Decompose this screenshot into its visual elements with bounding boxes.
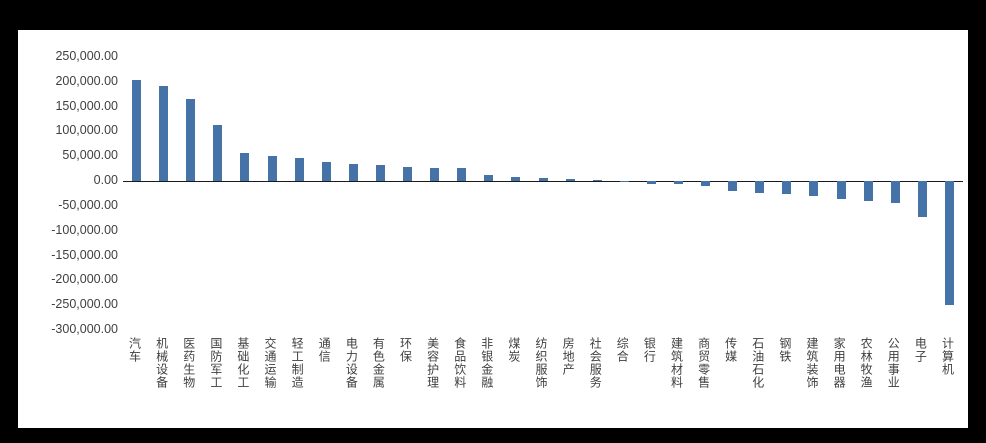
bar [890,181,900,203]
y-axis-tick-label: 250,000.00 [55,49,118,63]
category-label: 银行 [642,337,657,363]
category-label: 非银金融 [479,337,494,389]
category-label: 国防军工 [208,337,223,389]
bar [348,163,358,182]
bar [267,156,277,182]
category-label: 轻工制造 [290,337,305,389]
y-axis-tick-label: 50,000.00 [62,148,118,163]
bar [701,181,711,187]
y-axis-tick-label: -200,000.00 [51,272,118,287]
y-axis-tick-label: -100,000.00 [51,222,118,237]
y-axis-tick-label: -300,000.00 [51,322,118,336]
category-label: 环保 [398,337,413,363]
bar [592,180,602,182]
bar [944,181,954,306]
category-label: 通信 [317,337,332,363]
bar [403,166,413,182]
category-label: 基础化工 [235,337,250,389]
bar [511,177,521,182]
category-label: 石油石化 [750,337,765,389]
bar [132,80,142,182]
bar [836,181,846,199]
bar [728,181,738,191]
category-label: 医药生物 [181,337,196,389]
category-label: 建筑装饰 [804,337,819,389]
bar [673,181,683,185]
x-axis-zero-line [123,181,963,183]
category-label: 传媒 [723,337,738,363]
bar [186,98,196,182]
bar [782,181,792,195]
bar [646,181,656,184]
category-label: 纺织服饰 [534,337,548,389]
bar [565,178,575,182]
y-axis-tick-label: -150,000.00 [51,247,118,262]
bar [159,85,169,182]
y-axis-tick-label: -50,000.00 [58,197,118,212]
category-label: 农林牧渔 [859,337,874,389]
category-label: 美容护理 [425,337,440,389]
category-label: 房地产 [561,337,576,376]
category-label: 综合 [615,337,630,363]
bar [755,181,765,194]
category-label: 钢铁 [777,337,792,363]
bar [213,125,223,182]
y-axis-tick-label: 150,000.00 [55,98,118,113]
bar [457,168,467,182]
bar [375,164,385,182]
category-label: 有色金属 [371,337,386,389]
category-label: 家用电器 [832,337,847,389]
y-axis-tick-label: 0.00 [93,173,118,188]
category-label: 商贸零售 [696,337,711,389]
bar [809,181,819,196]
bar [294,158,304,182]
category-label: 食品饮料 [452,337,467,389]
category-label: 电力设备 [344,337,359,389]
bar [619,181,629,183]
y-axis-tick-label: 200,000.00 [55,73,118,88]
category-label: 汽车 [127,337,142,363]
bar-chart: 250,000.00 200,000.00 150,000.00 100,000.00… [18,30,968,428]
bar [484,174,494,182]
bar [538,178,548,182]
bar [863,181,873,201]
y-axis-tick-label: -250,000.00 [51,297,118,312]
y-axis-tick-label: 100,000.00 [55,123,118,138]
category-label: 建筑材料 [669,337,684,389]
bar [240,152,250,182]
category-label: 电子 [913,337,928,363]
category-label: 煤炭 [506,337,521,363]
category-label: 公用事业 [886,337,901,389]
category-label: 计算机 [940,337,955,376]
bar [917,181,927,218]
category-label: 机械设备 [154,337,169,389]
bar [321,162,331,182]
category-label: 交通运输 [263,337,278,389]
bar [430,167,440,182]
category-label: 社会服务 [588,337,603,389]
